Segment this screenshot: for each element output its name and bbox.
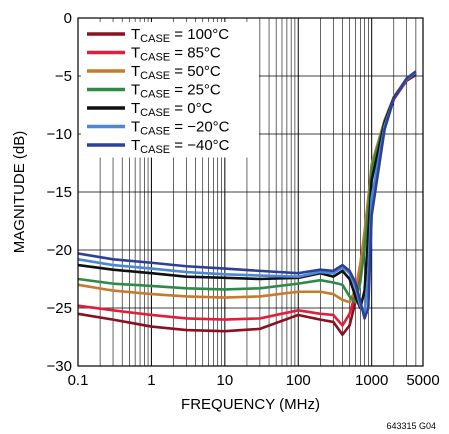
x-axis-title: FREQUENCY (MHz) (181, 396, 320, 413)
figure-code-label: 643315 G04 (386, 421, 436, 431)
plot-frame (77, 17, 424, 367)
x-tick-label: 10 (216, 372, 233, 389)
y-tick-label: −10 (47, 126, 72, 143)
legend-entry: TCASE = 85°C (131, 45, 221, 64)
x-tick-label: 100 (286, 372, 311, 389)
x-tick-label: 1 (147, 372, 155, 389)
y-tick-label: −30 (47, 358, 72, 375)
legend-entry: TCASE = −40°C (131, 137, 230, 156)
y-tick-label: −15 (47, 184, 72, 201)
x-tick-label: 5000 (406, 372, 439, 389)
legend-entry: TCASE = 0°C (131, 100, 213, 119)
x-tick-label: 0.1 (68, 372, 89, 389)
legend-entry: TCASE = 100°C (131, 26, 229, 45)
series-line-6 (77, 70, 417, 320)
y-tick-label: −20 (47, 242, 72, 259)
legend-entry: TCASE = 25°C (131, 82, 221, 101)
y-tick-label: −5 (55, 68, 72, 85)
y-tick-label: −25 (47, 300, 72, 317)
y-tick-label: 0 (64, 10, 72, 27)
tick-labels: 0.1 1 10 100 1000 5000 0 −5 −10 −15 −20 −25 −30 (47, 10, 440, 389)
x-tick-label: 1000 (355, 372, 388, 389)
y-axis-title: MAGNITUDE (dB) (11, 131, 28, 254)
legend-entry: TCASE = −20°C (131, 119, 230, 138)
legend-entry: TCASE = 50°C (131, 63, 221, 82)
series-layer (77, 70, 417, 336)
